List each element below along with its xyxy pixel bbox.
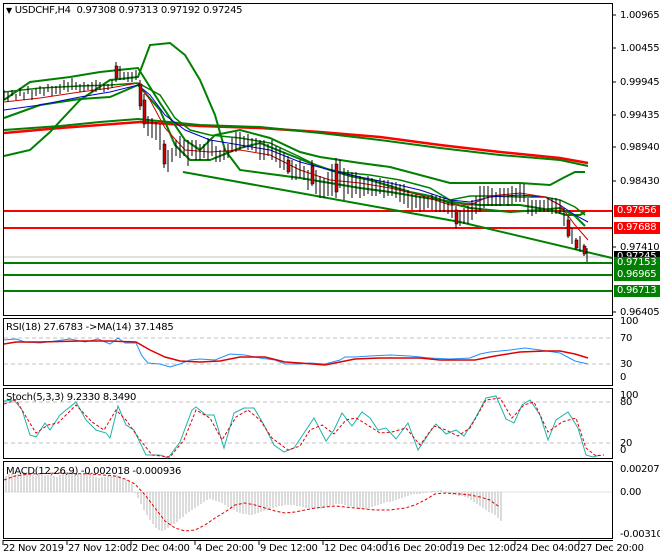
price-tick: 0.98430: [620, 176, 660, 187]
time-label: 24 Dec 04:00: [516, 543, 580, 554]
chart-header: ▼ USDCHF,H4 0.97308 0.97313 0.97192 0.97…: [6, 5, 243, 16]
macd-panel-frame: [3, 461, 613, 539]
ohlc-low: 0.97192: [160, 5, 201, 16]
rsi-tick: 0: [620, 372, 627, 383]
price-tick: 0.96405: [620, 307, 660, 318]
ohlc-open: 0.97308: [76, 5, 117, 16]
main-panel-frame: [3, 3, 613, 316]
time-label: 27 Nov 12:00: [68, 543, 132, 554]
stoch-tick: 20: [620, 438, 633, 449]
support-tag-1: 0.97153: [614, 257, 660, 269]
price-tick: 1.00455: [620, 43, 660, 54]
symbol-label: USDCHF,H4: [14, 5, 71, 16]
macd-tick: 0.00207: [620, 464, 660, 475]
stoch-label: Stoch(5,3,3) 9.2330 8.3490: [6, 392, 137, 403]
candlesticks: [3, 62, 588, 262]
rsi-panel-frame: [3, 318, 613, 386]
descending-trendline: [182, 171, 613, 259]
time-label: 2 Dec 04:00: [132, 543, 190, 554]
price-tick: 0.97410: [620, 242, 660, 253]
time-label: 16 Dec 20:00: [388, 543, 452, 554]
rsi-tick: 100: [620, 316, 639, 327]
macd-histogram: [5, 472, 502, 531]
rsi-tick: 70: [620, 333, 633, 344]
support-tag-3: 0.96713: [614, 285, 660, 297]
ohlc-high: 0.97313: [118, 5, 159, 16]
stoch-panel-frame: [3, 388, 613, 459]
price-tick: 0.98940: [620, 142, 660, 153]
stoch-tick: 0: [620, 445, 627, 456]
macd-tick: -0.003106: [620, 529, 660, 540]
time-label: 19 Dec 12:00: [452, 543, 516, 554]
macd-label: MACD(12,26,9) -0.002018 -0.000936: [6, 466, 182, 477]
time-label: 22 Nov 2019: [3, 543, 64, 554]
time-label: 9 Dec 12:00: [260, 543, 318, 554]
time-label: 4 Dec 20:00: [196, 543, 254, 554]
price-tick: 0.99945: [620, 77, 660, 88]
price-tick: 0.99435: [620, 110, 660, 121]
stoch-tick: 80: [620, 397, 633, 408]
ohlc-close: 0.97245: [202, 5, 243, 16]
resistance-tag-2: 0.97688: [614, 222, 660, 234]
stoch-tick: 100: [620, 390, 639, 401]
rsi-tick: 30: [620, 359, 633, 370]
collapse-triangle-icon[interactable]: ▼: [6, 6, 12, 15]
resistance-tag-1: 0.97956: [614, 205, 660, 217]
price-tick: 1.00965: [620, 10, 660, 21]
macd-tick: 0.00: [620, 487, 642, 498]
time-label: 12 Dec 04:00: [324, 543, 388, 554]
time-label: 27 Dec 20:00: [580, 543, 644, 554]
rsi-label: RSI(18) 27.6783 ->MA(14) 37.1485: [6, 322, 174, 333]
support-tag-2: 0.96965: [614, 269, 660, 281]
